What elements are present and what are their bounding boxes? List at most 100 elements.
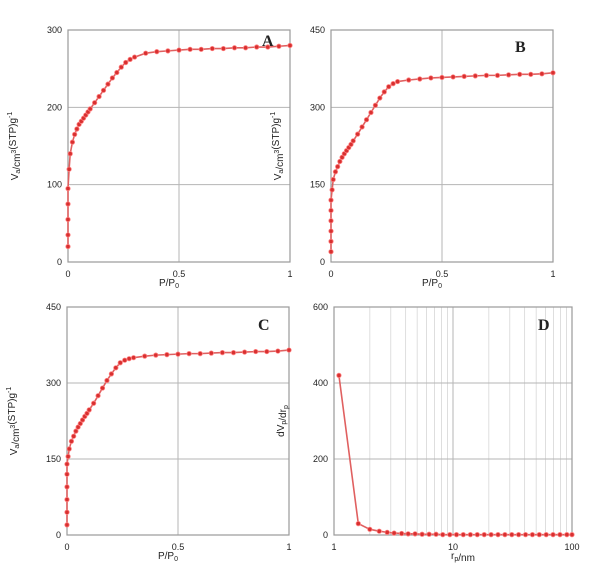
data-point — [339, 154, 345, 160]
data-point — [543, 532, 549, 538]
y-tick-label: 100 — [47, 180, 62, 190]
data-point — [64, 522, 70, 528]
panel-label: B — [515, 39, 526, 56]
y-tick-label: 400 — [313, 378, 328, 388]
data-point — [87, 106, 93, 112]
series-line — [67, 44, 291, 247]
panel-label: D — [538, 317, 550, 334]
data-point — [92, 100, 98, 106]
y-tick-label: 0 — [323, 530, 328, 540]
data-point — [529, 532, 536, 538]
data-point — [132, 54, 138, 60]
data-point — [65, 216, 71, 223]
data-point — [494, 72, 501, 78]
data-point — [74, 126, 80, 132]
data-point — [99, 385, 106, 391]
y-tick-label: 450 — [310, 25, 325, 35]
data-point — [142, 353, 148, 359]
data-point — [153, 352, 159, 358]
data-point — [329, 187, 335, 193]
data-point — [67, 151, 73, 157]
data-point — [66, 446, 72, 452]
data-point — [275, 348, 281, 354]
data-point — [254, 44, 260, 50]
y-tick-label: 150 — [46, 454, 61, 464]
data-point — [105, 81, 111, 87]
data-point — [377, 95, 383, 101]
data-point — [64, 484, 70, 490]
data-point — [472, 73, 478, 79]
x-axis-label: rp/nm — [451, 551, 475, 564]
data-point — [64, 496, 70, 503]
data-point — [359, 124, 365, 130]
data-point — [65, 243, 71, 250]
data-point — [406, 77, 412, 83]
data-point — [71, 433, 77, 439]
x-tick-label: 0.5 — [172, 542, 185, 552]
y-axis-label: dVp/drp — [276, 405, 290, 437]
y-tick-label: 0 — [57, 257, 62, 267]
data-point — [86, 407, 92, 413]
data-point — [481, 532, 487, 538]
data-point — [72, 131, 78, 137]
x-tick-label: 0 — [64, 542, 69, 552]
plot-frame — [66, 306, 290, 536]
chart-panel-a: 0 100 200 300 0 0.5 1 P/P0 Va/cm3(STP)g-1 A — [7, 25, 293, 290]
data-point — [117, 360, 123, 366]
data-point — [474, 532, 480, 538]
data-point — [336, 372, 342, 378]
data-point — [64, 509, 70, 515]
data-point — [186, 351, 192, 357]
data-point — [127, 56, 133, 62]
x-axis-label: P/P0 — [158, 551, 178, 563]
data-point — [131, 355, 137, 361]
y-tick-label: 0 — [320, 257, 325, 267]
data-point — [230, 349, 237, 356]
data-point — [123, 59, 129, 66]
data-point — [165, 48, 171, 54]
data-point — [65, 201, 71, 207]
data-point — [368, 109, 374, 116]
data-point — [114, 69, 120, 76]
data-point — [220, 45, 226, 52]
data-point — [376, 528, 382, 534]
data-point — [286, 347, 292, 353]
data-point — [450, 74, 456, 80]
data-point — [176, 47, 182, 53]
data-point — [390, 81, 396, 87]
data-point — [453, 532, 460, 538]
data-point — [509, 532, 515, 538]
y-axis-label: Va/cm3(STP)g-1 — [7, 112, 23, 181]
data-point — [287, 42, 293, 49]
data-point — [208, 350, 214, 356]
data-point — [399, 530, 405, 537]
y-tick-label: 300 — [46, 378, 61, 388]
data-point — [328, 238, 334, 244]
data-point — [419, 531, 425, 537]
x-tick-label: 10 — [448, 542, 458, 552]
data-point — [505, 72, 512, 78]
data-point — [391, 530, 397, 536]
data-point — [564, 532, 570, 538]
data-point — [65, 232, 71, 238]
data-point — [550, 532, 556, 538]
y-axis-label: Va/cm3(STP)g-1 — [270, 112, 286, 181]
data-point — [517, 71, 523, 77]
x-tick-label: 1 — [286, 542, 291, 552]
panel-label: C — [258, 317, 270, 334]
data-point — [64, 471, 70, 477]
data-point — [502, 532, 508, 538]
y-tick-label: 200 — [313, 454, 328, 464]
data-point — [113, 365, 119, 371]
data-point — [394, 78, 401, 85]
data-point — [528, 71, 534, 77]
data-point — [209, 45, 215, 52]
data-point — [539, 71, 545, 77]
data-point — [197, 351, 203, 357]
x-tick-label: 0.5 — [173, 269, 186, 279]
data-point — [143, 50, 149, 56]
data-point — [417, 76, 423, 82]
y-tick-label: 450 — [46, 302, 61, 312]
data-point — [231, 45, 238, 51]
